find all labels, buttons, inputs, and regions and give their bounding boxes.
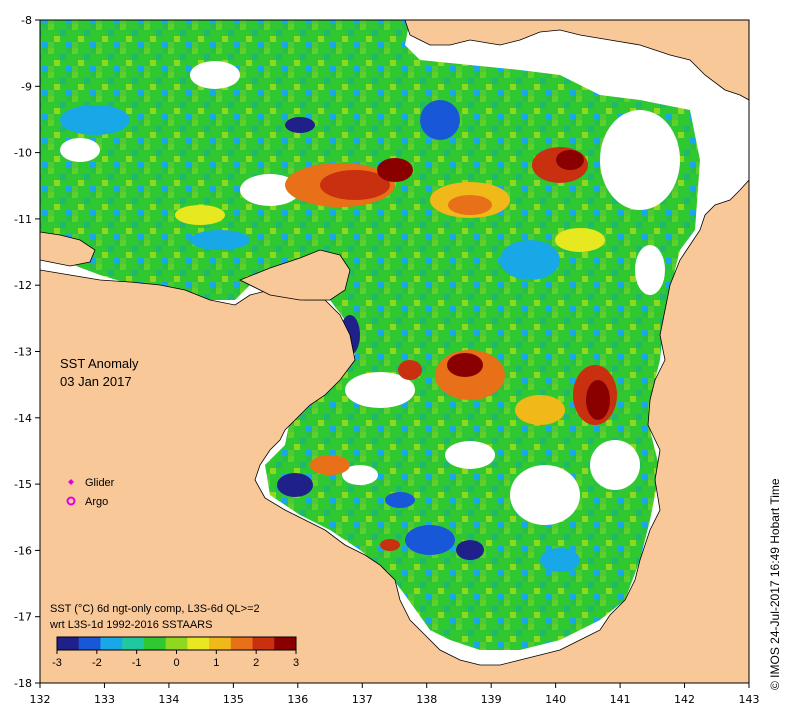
y-tick-label: -15 (14, 478, 32, 491)
credit-text: © IMOS 24-Jul-2017 16:49 Hobart Time (768, 478, 782, 690)
colorbar-tick-label: -1 (132, 657, 142, 669)
colorbar-tick-label: 2 (253, 657, 259, 669)
colorbar-tick-label: 3 (293, 657, 299, 669)
legend-label-glider: Glider (85, 477, 115, 489)
colorbar-tick-label: -3 (52, 657, 62, 669)
colorbar-tick-label: 1 (213, 657, 219, 669)
x-tick-label: 136 (287, 693, 308, 706)
land-tiwi-islands (40, 231, 96, 267)
legend-item-argo: Argo (66, 496, 108, 508)
colorbar-swatch (78, 637, 101, 650)
land-peninsula (239, 249, 351, 301)
x-tick-label: 138 (416, 693, 437, 706)
y-tick-label: -9 (21, 80, 32, 93)
y-tick-label: -18 (14, 677, 32, 690)
glider-marker-icon (68, 479, 74, 485)
nodata-patches (60, 61, 680, 525)
y-tick-label: -14 (14, 412, 32, 425)
x-tick-label: 142 (674, 693, 695, 706)
colorbar-swatch (252, 637, 275, 650)
y-tick-label: -10 (14, 147, 32, 160)
x-tick-label: 140 (545, 693, 566, 706)
legend: Glider Argo (66, 477, 115, 508)
note-line-2: wrt L3S-1d 1992-2016 SSTAARS (49, 619, 212, 631)
warm-anomaly-patches (175, 147, 617, 551)
y-tick-label: -8 (21, 14, 32, 27)
x-tick-label: 135 (223, 693, 244, 706)
y-tick-label: -12 (14, 279, 32, 292)
colorbar-swatch (187, 637, 210, 650)
colorbar-tick-label: -2 (92, 657, 102, 669)
x-tick-label: 132 (30, 693, 51, 706)
map-date: 03 Jan 2017 (60, 374, 132, 389)
x-tick-label: 137 (352, 693, 373, 706)
map-plot-area (40, 20, 749, 683)
colorbar-swatch (57, 637, 80, 650)
y-tick-label: -13 (14, 346, 32, 359)
note-line-1: SST (°C) 6d ngt-only comp, L3S-6d QL>=2 (50, 603, 260, 615)
map-title: SST Anomaly (60, 356, 139, 371)
x-tick-label: 134 (158, 693, 179, 706)
colorbar-tick-label: 0 (173, 657, 179, 669)
x-tick-label: 133 (94, 693, 115, 706)
y-axis: -8 -9 -10 -11 -12 -13 -14 -15 -16 -17 -18 (14, 14, 40, 690)
x-axis: 132 133 134 135 136 137 138 139 140 141 142 143 (30, 683, 760, 706)
y-tick-label: -11 (14, 213, 32, 226)
colorbar-swatch (274, 637, 297, 650)
colorbar-swatch (230, 637, 254, 650)
argo-marker-icon (66, 496, 76, 506)
colorbar-swatch (100, 637, 123, 650)
y-tick-label: -16 (14, 544, 32, 557)
y-tick-label: -17 (14, 611, 32, 624)
colorbar-swatch (122, 637, 145, 650)
x-tick-label: 141 (610, 693, 631, 706)
x-tick-label: 139 (481, 693, 502, 706)
colorbar-swatch (209, 637, 232, 650)
land-new-guinea (404, 20, 749, 101)
x-tick-label: 143 (739, 693, 760, 706)
colorbar-swatch (165, 637, 188, 650)
colorbar: -3 -2 -1 0 1 2 3 (52, 636, 299, 669)
legend-item-glider: Glider (68, 477, 115, 489)
legend-label-argo: Argo (85, 496, 108, 508)
colorbar-swatch (143, 637, 167, 650)
